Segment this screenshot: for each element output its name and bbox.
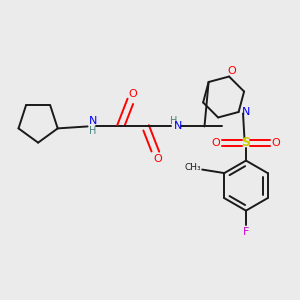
- Text: N: N: [88, 116, 97, 126]
- Text: CH₃: CH₃: [184, 163, 201, 172]
- Text: H: H: [170, 116, 177, 126]
- Text: O: O: [153, 154, 162, 164]
- Text: N: N: [242, 107, 250, 117]
- Text: O: O: [228, 66, 236, 76]
- Text: H: H: [89, 126, 96, 136]
- Text: N: N: [174, 122, 182, 131]
- Text: F: F: [243, 227, 249, 237]
- Text: S: S: [242, 136, 250, 149]
- Text: O: O: [212, 138, 220, 148]
- Text: O: O: [272, 138, 280, 148]
- Text: O: O: [128, 89, 137, 99]
